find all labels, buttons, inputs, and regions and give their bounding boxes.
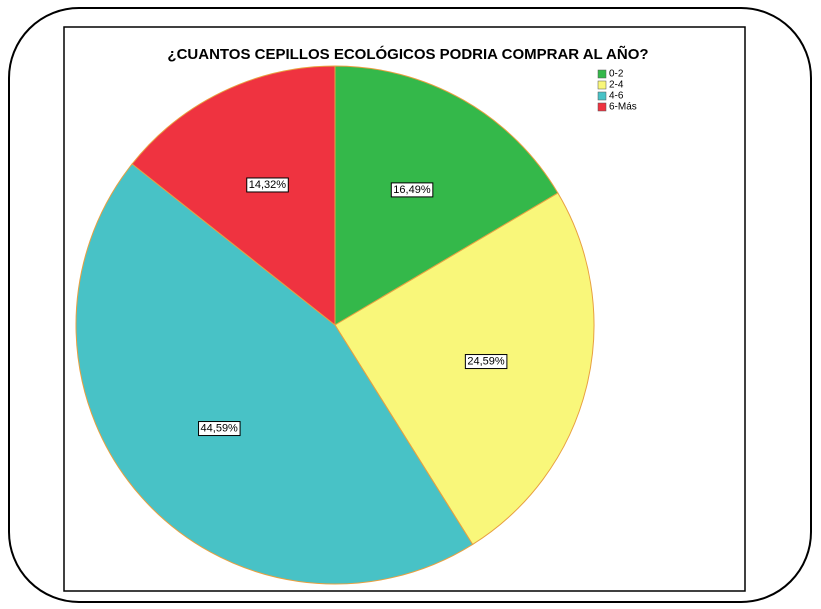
legend-label: 0-2 bbox=[609, 69, 624, 80]
data-label: 16,49% bbox=[393, 184, 431, 196]
data-label-box bbox=[390, 182, 434, 198]
pie-slice bbox=[131, 65, 336, 327]
legend-swatch bbox=[597, 69, 607, 79]
data-label-box bbox=[246, 177, 289, 193]
legend-label: 4-6 bbox=[609, 91, 624, 102]
legend-label: 2-4 bbox=[609, 80, 624, 91]
legend-label: 6-Más bbox=[609, 102, 637, 113]
data-label-box bbox=[464, 354, 508, 370]
data-label: 24,59% bbox=[467, 356, 505, 368]
chart-title: ¿CUANTOS CEPILLOS ECOLÓGICOS PODRIA COMP… bbox=[167, 45, 648, 63]
legend-swatch bbox=[597, 80, 607, 90]
pie-slice bbox=[334, 65, 559, 326]
legend: 0-22-44-66-Más bbox=[597, 69, 637, 113]
pie-slice bbox=[75, 163, 474, 585]
legend-swatch bbox=[597, 102, 607, 112]
data-label: 14,32% bbox=[249, 179, 287, 191]
pie-slice bbox=[334, 192, 595, 546]
legend-swatch bbox=[597, 91, 607, 101]
data-label-box bbox=[198, 421, 241, 437]
data-label: 44,59% bbox=[201, 423, 239, 435]
